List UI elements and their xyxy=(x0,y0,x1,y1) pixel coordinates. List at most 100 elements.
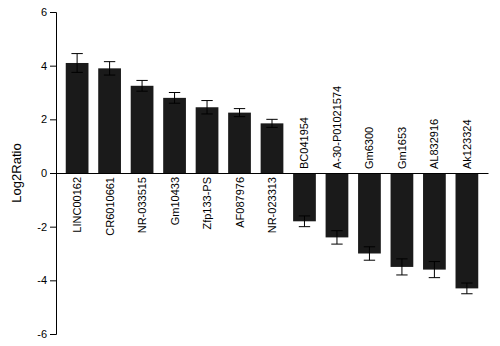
category-label: NR-023313 xyxy=(266,177,278,233)
error-bar xyxy=(234,109,245,117)
bar xyxy=(196,107,219,173)
error-bar-cap xyxy=(169,92,180,93)
y-axis-line xyxy=(50,13,57,335)
bar xyxy=(391,173,414,267)
error-bar-stem xyxy=(401,259,402,275)
y-tick: -4 xyxy=(37,274,56,286)
error-bar-cap xyxy=(71,72,82,73)
y-tick-mark xyxy=(50,280,56,281)
error-bar xyxy=(331,231,342,244)
y-tick-mark xyxy=(50,334,56,335)
y-tick: -2 xyxy=(37,221,56,233)
error-bar-cap xyxy=(201,100,212,101)
error-bar-cap xyxy=(331,244,342,245)
error-bar-cap xyxy=(234,108,245,109)
error-bar-cap xyxy=(364,246,375,247)
error-bar-cap xyxy=(396,274,407,275)
category-label: Gm10433 xyxy=(169,177,181,225)
bar xyxy=(358,173,381,254)
bar xyxy=(228,113,251,173)
y-tick-label: 2 xyxy=(41,113,47,125)
x-axis xyxy=(57,173,489,174)
error-bar xyxy=(364,247,375,260)
error-bar-cap xyxy=(136,80,147,81)
error-bar-cap xyxy=(364,260,375,261)
chart: -6-4-20246LINC00162CR6010661NR-033515Gm1… xyxy=(0,0,500,346)
error-bar-cap xyxy=(461,293,472,294)
category-label: AL832916 xyxy=(428,119,440,169)
y-tick-mark xyxy=(50,66,56,67)
y-tick-label: -4 xyxy=(37,274,47,286)
plot: -6-4-20246LINC00162CR6010661NR-033515Gm1… xyxy=(37,6,488,340)
y-tick-label: 6 xyxy=(41,6,47,18)
error-bar-cap xyxy=(104,75,115,76)
y-tick: 0 xyxy=(41,167,56,179)
error-bar-cap xyxy=(136,91,147,92)
category-label: Gm1653 xyxy=(396,127,408,169)
y-tick: 6 xyxy=(41,6,56,18)
bar xyxy=(98,68,121,173)
error-bar-cap xyxy=(331,230,342,231)
error-bar xyxy=(396,259,407,275)
category-label: NR-033515 xyxy=(136,177,148,233)
category-label: CR6010661 xyxy=(104,177,116,236)
error-bar xyxy=(169,93,180,104)
error-bar-cap xyxy=(169,103,180,104)
y-tick-mark xyxy=(50,12,56,13)
bar xyxy=(326,173,349,237)
bar xyxy=(456,173,479,288)
y-tick-label: 0 xyxy=(41,167,47,179)
error-bar-cap xyxy=(201,113,212,114)
error-bar-cap xyxy=(71,53,82,54)
category-label: Ak123324 xyxy=(461,119,473,169)
error-bar-cap xyxy=(299,226,310,227)
bar xyxy=(293,173,316,221)
bar xyxy=(423,173,446,270)
y-tick-label: 4 xyxy=(41,60,47,72)
category-labels: LINC00162CR6010661NR-033515Gm10433Zfp133… xyxy=(71,86,473,236)
error-bar-stem xyxy=(272,119,273,127)
y-tick-mark xyxy=(50,119,56,120)
y-tick: 4 xyxy=(41,60,56,72)
error-bar-cap xyxy=(234,116,245,117)
error-bar-cap xyxy=(104,61,115,62)
bar xyxy=(261,123,284,173)
error-bar-cap xyxy=(429,261,440,262)
error-bar-stem xyxy=(336,231,337,244)
error-bar-stem xyxy=(109,62,110,75)
error-bar-cap xyxy=(266,119,277,120)
y-axis-title: Log2Ratio xyxy=(9,143,24,202)
error-bar-stem xyxy=(434,262,435,278)
error-bar-cap xyxy=(461,283,472,284)
error-bar-cap xyxy=(396,258,407,259)
y-axis: -6 -4 -2 0 2 4 6 xyxy=(37,6,56,340)
x-axis-line xyxy=(57,173,489,174)
error-bar-stem xyxy=(174,93,175,104)
error-bar-stem xyxy=(77,54,78,73)
error-bar-stem xyxy=(239,109,240,117)
y-tick-label: -2 xyxy=(37,221,47,233)
category-label: Gm6300 xyxy=(363,127,375,169)
category-label: AF087976 xyxy=(234,177,246,228)
category-label: A-30-P01021574 xyxy=(331,86,343,169)
y-tick-mark xyxy=(50,173,56,174)
category-label: BC041954 xyxy=(298,117,310,169)
error-bar-cap xyxy=(429,277,440,278)
error-bar-stem xyxy=(304,216,305,227)
bar xyxy=(131,86,154,173)
error-bar-cap xyxy=(266,127,277,128)
error-bar xyxy=(201,101,212,114)
error-bar xyxy=(461,283,472,294)
error-bar xyxy=(299,216,310,227)
error-bar xyxy=(71,54,82,73)
error-bar-stem xyxy=(207,101,208,114)
error-bar xyxy=(104,62,115,75)
error-bar-stem xyxy=(369,247,370,260)
error-bar-stem xyxy=(142,80,143,91)
error-bar-cap xyxy=(299,215,310,216)
error-bar xyxy=(266,119,277,127)
y-tick: -6 xyxy=(37,328,56,340)
y-tick: 2 xyxy=(41,113,56,125)
error-bar xyxy=(136,80,147,91)
y-tick-mark xyxy=(50,227,56,228)
